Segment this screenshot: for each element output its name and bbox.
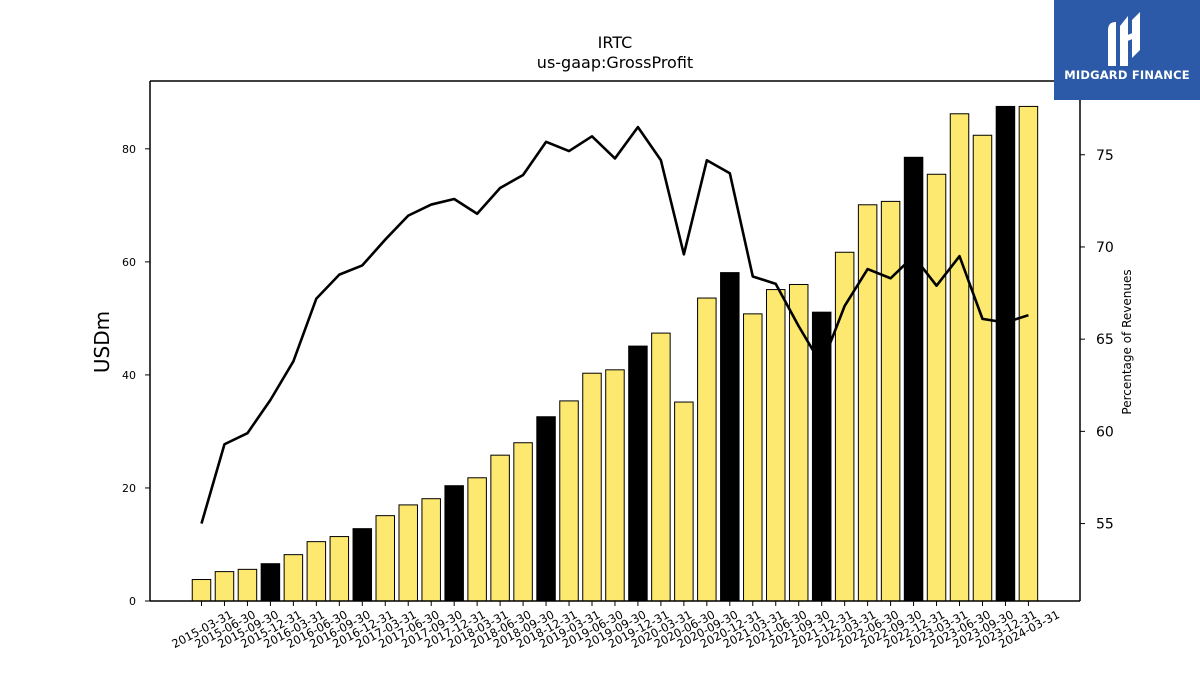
bar-2015-12-31 [260, 563, 281, 602]
bar-2017-06-30 [398, 504, 418, 602]
bar-2019-12-31 [628, 345, 648, 602]
y-axis-label: USDm [90, 311, 114, 373]
bar-2023-03-31 [926, 173, 947, 602]
bar-2024-03-31 [1018, 105, 1039, 602]
midgard-logo-icon [1108, 12, 1140, 66]
bar-2017-09-30 [421, 498, 441, 602]
brand-logo: MIDGARD FINANCE [1054, 0, 1200, 100]
bar-2015-09-30 [237, 568, 258, 602]
y-tick-label-40: 40 [122, 369, 136, 382]
y2-tick-label-55: 55 [1096, 517, 1114, 533]
y-tick-label-60: 60 [122, 256, 136, 269]
bar-2022-06-30 [857, 204, 878, 602]
bar-2020-12-31 [720, 272, 740, 602]
bar-2023-12-31 [995, 105, 1016, 602]
y-tick-label-80: 80 [122, 143, 136, 156]
brand-name: MIDGARD FINANCE [1064, 68, 1190, 82]
bar-2019-03-31 [559, 400, 579, 602]
y2-tick-label-65: 65 [1096, 332, 1114, 348]
y-tick-label-20: 20 [122, 482, 136, 495]
bar-2020-09-30 [697, 297, 717, 602]
bar-2018-12-31 [536, 416, 556, 602]
bar-2020-03-31 [651, 332, 671, 602]
y2-tick-label-75: 75 [1096, 148, 1114, 164]
bar-2016-03-31 [283, 554, 304, 602]
bar-2022-12-31 [903, 156, 924, 602]
bar-2016-09-30 [329, 536, 350, 602]
bar-2018-03-31 [467, 477, 487, 602]
bar-2015-03-31 [191, 579, 212, 602]
bar-2021-06-30 [766, 289, 786, 602]
y-tick-label-0: 0 [129, 595, 136, 608]
bar-2017-03-31 [375, 515, 396, 602]
bar-2023-06-30 [949, 113, 970, 602]
bar-2022-09-30 [880, 200, 901, 602]
bar-2023-09-30 [972, 134, 993, 602]
bar-2016-06-30 [306, 541, 327, 602]
bar-2021-09-30 [788, 283, 809, 602]
bar-2020-06-30 [674, 401, 694, 602]
chart-title: IRTC [598, 33, 633, 52]
y2-tick-label-70: 70 [1096, 240, 1114, 256]
bar-2019-06-30 [582, 372, 602, 602]
y2-tick-label-60: 60 [1096, 424, 1114, 440]
line-series-percentage [200, 125, 1029, 524]
bar-2018-09-30 [513, 442, 533, 602]
bar-2016-12-31 [352, 528, 373, 602]
bar-2019-09-30 [605, 369, 625, 602]
y2-axis-label: Percentage of Revenues [1120, 269, 1134, 414]
bar-2021-03-31 [743, 313, 763, 602]
chart-subtitle: us-gaap:GrossProfit [537, 53, 693, 72]
bar-2017-12-31 [444, 485, 464, 602]
bar-2018-06-30 [490, 454, 510, 602]
bar-2015-06-30 [214, 571, 235, 602]
